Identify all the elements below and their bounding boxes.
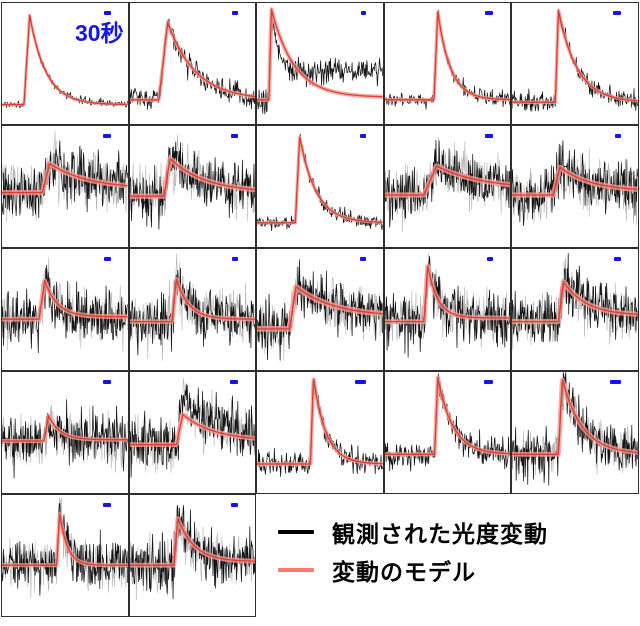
legend-label-observed: 観測された光度変動	[332, 521, 548, 547]
lightcurve-plot	[512, 8, 638, 112]
lightcurve-panel-r4c4	[383, 371, 512, 494]
lightcurve-panel-r4c5	[511, 371, 639, 494]
lightcurve-plot	[2, 257, 128, 354]
timescale-bar-icon	[484, 134, 494, 138]
timescale-bar-icon	[609, 380, 621, 384]
lightcurve-panel-r2c5	[511, 125, 639, 248]
timescale-bar-icon	[231, 257, 239, 261]
legend-item-model: 変動のモデル	[278, 551, 548, 589]
lightcurve-panel-r1c4	[383, 2, 512, 125]
lightcurve-plot	[384, 9, 511, 110]
lightcurve-panel-r1c5	[511, 2, 639, 125]
lightcurve-panel-r2c1	[1, 125, 129, 248]
lightcurve-plot	[257, 259, 383, 361]
lightcurve-plot	[2, 497, 128, 599]
empty-cell-r5c4	[383, 494, 512, 617]
lightcurve-panel-r2c4	[383, 125, 512, 248]
timescale-bar-icon	[487, 257, 494, 261]
lightcurve-panel-r5c1	[1, 494, 129, 617]
lightcurve-panel-r3c4	[383, 248, 512, 371]
panel-grid: 30秒	[1, 2, 639, 617]
timescale-bar-icon	[230, 380, 239, 384]
lightcurve-plot	[2, 13, 128, 109]
timescale-bar-icon	[614, 134, 621, 138]
lightcurve-panel-r3c5	[511, 248, 639, 371]
timescale-bar-icon	[360, 11, 366, 15]
timescale-bar-icon	[359, 257, 366, 261]
timescale-bar-icon	[231, 11, 239, 15]
lightcurve-panel-r1c2	[128, 2, 257, 125]
timescale-bar-icon	[484, 380, 494, 384]
lightcurve-plot	[129, 18, 256, 110]
timescale-bar-icon	[103, 11, 111, 15]
lightcurve-plot	[384, 373, 511, 472]
timescale-bar-icon	[614, 257, 621, 261]
lightcurve-panel-r4c2	[128, 371, 257, 494]
lightcurve-plot	[2, 131, 128, 223]
timescale-bar-icon	[103, 503, 111, 507]
timescale-bar-icon	[103, 380, 111, 384]
legend-label-model: 変動のモデル	[332, 559, 476, 585]
lightcurve-plot	[129, 505, 256, 601]
lightcurve-panel-r1c3	[256, 2, 384, 125]
lightcurve-panel-r2c3	[256, 125, 384, 248]
empty-cell-r5c5	[511, 494, 639, 617]
lightcurve-plot	[257, 133, 383, 232]
lightcurve-panel-r2c2	[128, 125, 257, 248]
lightcurve-plot	[257, 7, 383, 115]
timescale-label: 30秒	[75, 20, 124, 46]
legend-item-observed: 観測された光度変動	[278, 513, 548, 551]
timescale-bar-icon	[360, 134, 366, 138]
lightcurve-plot	[384, 137, 511, 232]
lightcurve-plot	[512, 253, 638, 350]
legend-swatch-model-icon	[278, 568, 314, 572]
lightcurve-panel-r1c1: 30秒	[1, 2, 129, 125]
lightcurve-panel-r5c2	[128, 494, 257, 617]
lightcurve-plot	[2, 399, 128, 479]
lightcurve-plot	[129, 253, 256, 361]
lightcurve-plot	[129, 378, 256, 478]
timescale-bar-icon	[485, 11, 494, 15]
lightcurve-panel-r4c3	[256, 371, 384, 494]
legend-swatch-observed-icon	[278, 530, 314, 534]
lightcurve-panel-r3c2	[128, 248, 257, 371]
timescale-bar-icon	[354, 380, 366, 384]
timescale-bar-icon	[103, 257, 111, 261]
lightcurve-plot	[384, 252, 511, 358]
lightcurve-plot	[512, 140, 638, 227]
timescale-bar-icon	[231, 503, 239, 507]
lightcurve-plot	[129, 134, 256, 230]
timescale-bar-icon	[103, 134, 111, 138]
legend: 観測された光度変動 変動のモデル	[278, 513, 548, 589]
lightcurve-panel-r3c3	[256, 248, 384, 371]
timescale-bar-icon	[612, 11, 621, 15]
lightcurve-panel-r3c1	[1, 248, 129, 371]
lightcurve-plot	[512, 372, 638, 486]
lightcurve-panel-r4c1	[1, 371, 129, 494]
timescale-bar-icon	[230, 134, 239, 138]
lightcurve-plot	[257, 377, 383, 477]
empty-cell-r5c3	[256, 494, 384, 617]
